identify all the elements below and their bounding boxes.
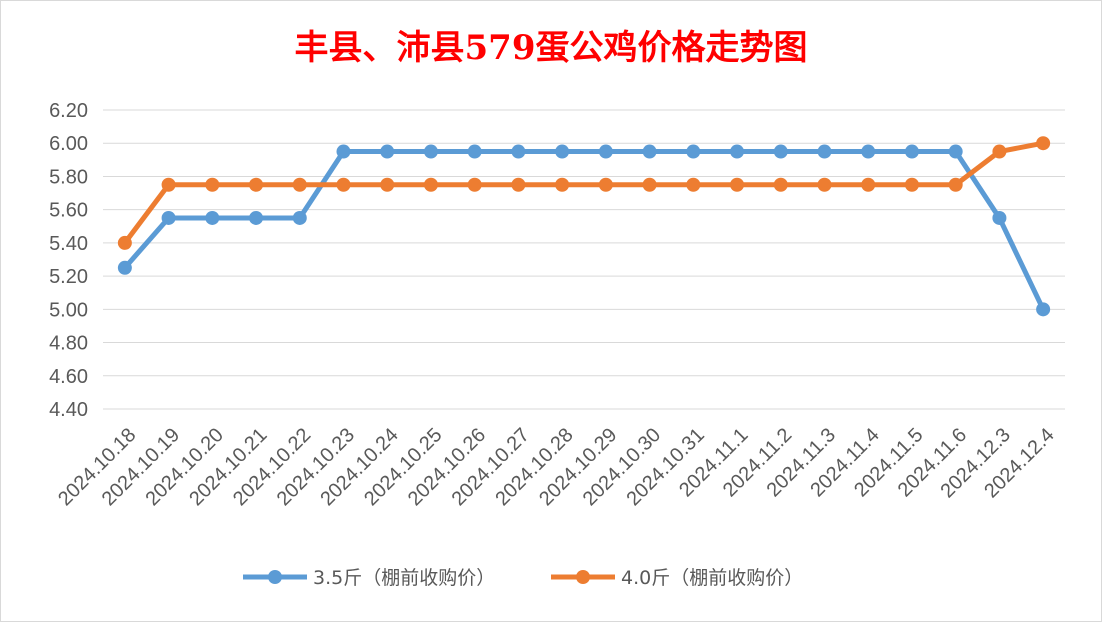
data-point [817,177,832,192]
data-point [1036,302,1051,317]
y-tick-label: 5.20 [49,266,88,288]
data-point [161,210,176,225]
data-point [1036,136,1051,151]
data-point [861,144,876,159]
data-point [948,144,963,159]
y-tick-label: 5.60 [49,200,88,222]
data-point [249,177,264,192]
data-point [730,144,745,159]
y-tick-label: 5.00 [49,299,88,321]
data-point [511,144,526,159]
data-point [642,177,657,192]
data-point [292,177,307,192]
y-tick-label: 5.40 [49,233,88,255]
data-point [904,144,919,159]
data-point [861,177,876,192]
y-tick-label: 4.40 [49,399,88,421]
data-point [117,260,132,275]
data-point [992,144,1007,159]
data-point [555,144,570,159]
y-tick-label: 5.80 [49,166,88,188]
data-point [598,144,613,159]
y-tick-label: 6.20 [49,100,88,122]
data-point [555,177,570,192]
gridlines [103,109,1065,410]
data-point [205,210,220,225]
data-point [904,177,919,192]
legend: 3.5斤（棚前收购价） 4.0斤（棚前收购价） [243,567,803,589]
data-point [336,144,351,159]
data-point [205,177,220,192]
y-tick-label: 4.60 [49,366,88,388]
data-point [992,210,1007,225]
data-point [423,144,438,159]
y-axis-ticks: 4.40 4.60 4.80 5.00 5.20 5.40 5.60 5.80 6.00 6.20 [49,100,88,421]
data-point [686,177,701,192]
y-tick-label: 6.00 [49,133,88,155]
data-point [161,177,176,192]
data-point [642,144,657,159]
legend-marker-1 [268,570,282,584]
data-point [292,210,307,225]
data-point [948,177,963,192]
data-point [598,177,613,192]
data-point [249,210,264,225]
data-point [467,177,482,192]
legend-label-2: 4.0斤（棚前收购价） [621,567,803,589]
chart-title: 丰县、沛县579蛋公鸡价格走势图 [294,28,808,68]
legend-label-1: 3.5斤（棚前收购价） [313,567,495,589]
data-point [423,177,438,192]
legend-marker-2 [576,570,590,584]
data-point [117,235,132,250]
series-line-2 [122,140,1046,246]
data-point [773,177,788,192]
data-point [380,144,395,159]
data-point [686,144,701,159]
series-lines [117,136,1051,317]
data-point [467,144,482,159]
data-point [511,177,526,192]
y-tick-label: 4.80 [49,333,88,355]
x-axis-ticks: 2024.10.182024.10.192024.10.202024.10.21… [54,424,1059,510]
data-point [773,144,788,159]
data-point [730,177,745,192]
data-point [336,177,351,192]
data-point [380,177,395,192]
data-point [817,144,832,159]
series-line-1 [122,149,1046,312]
